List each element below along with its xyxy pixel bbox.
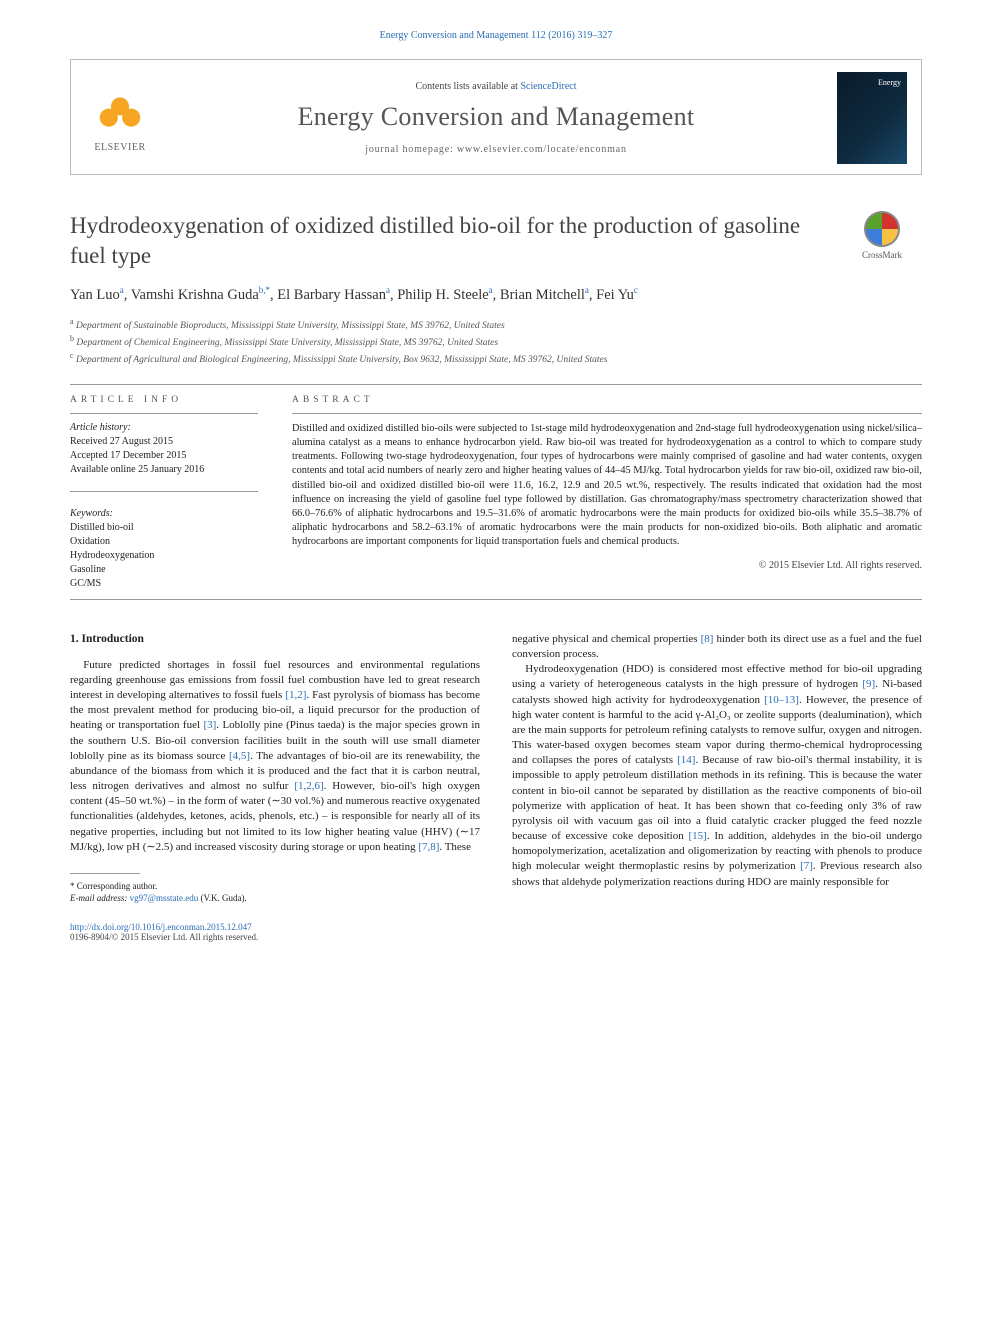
affiliation-c: c Department of Agricultural and Biologi…	[70, 350, 922, 367]
article-title: Hydrodeoxygenation of oxidized distilled…	[70, 211, 822, 271]
abstract-text: Distilled and oxidized distilled bio-oil…	[292, 422, 922, 550]
page-footer: http://dx.doi.org/10.1016/j.enconman.201…	[70, 922, 922, 942]
article-info: ARTICLE INFO Article history: Received 2…	[70, 395, 258, 591]
abstract-copyright: © 2015 Elsevier Ltd. All rights reserved…	[292, 560, 922, 571]
introduction-heading: 1. Introduction	[70, 632, 480, 648]
footnote-separator	[70, 873, 140, 874]
elsevier-tree-icon	[92, 84, 148, 140]
journal-header-box: ELSEVIER Contents lists available at Sci…	[70, 59, 922, 175]
affiliation-a: a Department of Sustainable Bioproducts,…	[70, 316, 922, 333]
corresponding-author: * Corresponding author.	[70, 880, 480, 892]
info-abstract-row: ARTICLE INFO Article history: Received 2…	[70, 395, 922, 591]
body-paragraph: Future predicted shortages in fossil fue…	[70, 658, 480, 855]
keyword: Hydrodeoxygenation	[70, 549, 258, 563]
history-received: Received 27 August 2015	[70, 435, 258, 449]
divider	[70, 599, 922, 600]
article-info-heading: ARTICLE INFO	[70, 395, 258, 405]
divider	[70, 491, 258, 492]
abstract-heading: ABSTRACT	[292, 395, 922, 405]
keyword: Distilled bio-oil	[70, 521, 258, 535]
contents-line: Contents lists available at ScienceDirec…	[173, 81, 819, 92]
divider	[70, 384, 922, 385]
contents-prefix: Contents lists available at	[415, 81, 520, 92]
elsevier-label: ELSEVIER	[85, 142, 155, 153]
footnotes: * Corresponding author. E-mail address: …	[70, 880, 480, 904]
journal-name: Energy Conversion and Management	[173, 102, 819, 132]
journal-homepage: journal homepage: www.elsevier.com/locat…	[173, 144, 819, 155]
keywords-list: Distilled bio-oil Oxidation Hydrodeoxyge…	[70, 521, 258, 591]
body-paragraph: negative physical and chemical propertie…	[512, 632, 922, 662]
keyword: Gasoline	[70, 563, 258, 577]
header-citation: Energy Conversion and Management 112 (20…	[70, 30, 922, 41]
author-email-link[interactable]: vg97@msstate.edu	[130, 893, 199, 903]
crossmark-icon	[864, 211, 900, 247]
history-online: Available online 25 January 2016	[70, 463, 258, 477]
keyword: Oxidation	[70, 535, 258, 549]
crossmark-widget[interactable]: CrossMark	[842, 211, 922, 260]
title-row: Hydrodeoxygenation of oxidized distilled…	[70, 211, 922, 271]
body-columns: 1. Introduction Future predicted shortag…	[70, 632, 922, 904]
affiliation-b: b Department of Chemical Engineering, Mi…	[70, 333, 922, 350]
body-col-left: 1. Introduction Future predicted shortag…	[70, 632, 480, 904]
author-list: Yan Luoa, Vamshi Krishna Gudab,*, El Bar…	[70, 285, 922, 304]
journal-center: Contents lists available at ScienceDirec…	[173, 81, 819, 155]
abstract-column: ABSTRACT Distilled and oxidized distille…	[292, 395, 922, 591]
journal-cover-thumbnail	[837, 72, 907, 164]
issn-line: 0196-8904/© 2015 Elsevier Ltd. All right…	[70, 932, 258, 942]
history-label: Article history:	[70, 422, 258, 433]
crossmark-label: CrossMark	[862, 250, 902, 260]
body-paragraph: Hydrodeoxygenation (HDO) is considered m…	[512, 662, 922, 890]
history-accepted: Accepted 17 December 2015	[70, 449, 258, 463]
divider	[70, 413, 258, 414]
history-lines: Received 27 August 2015 Accepted 17 Dece…	[70, 435, 258, 477]
keywords-label: Keywords:	[70, 508, 258, 519]
email-line: E-mail address: vg97@msstate.edu (V.K. G…	[70, 892, 480, 904]
affiliations: a Department of Sustainable Bioproducts,…	[70, 316, 922, 368]
divider	[292, 413, 922, 414]
sciencedirect-link[interactable]: ScienceDirect	[520, 81, 576, 92]
keyword: GC/MS	[70, 577, 258, 591]
elsevier-logo: ELSEVIER	[85, 84, 155, 153]
body-col-right: negative physical and chemical propertie…	[512, 632, 922, 904]
doi-link[interactable]: http://dx.doi.org/10.1016/j.enconman.201…	[70, 922, 252, 932]
